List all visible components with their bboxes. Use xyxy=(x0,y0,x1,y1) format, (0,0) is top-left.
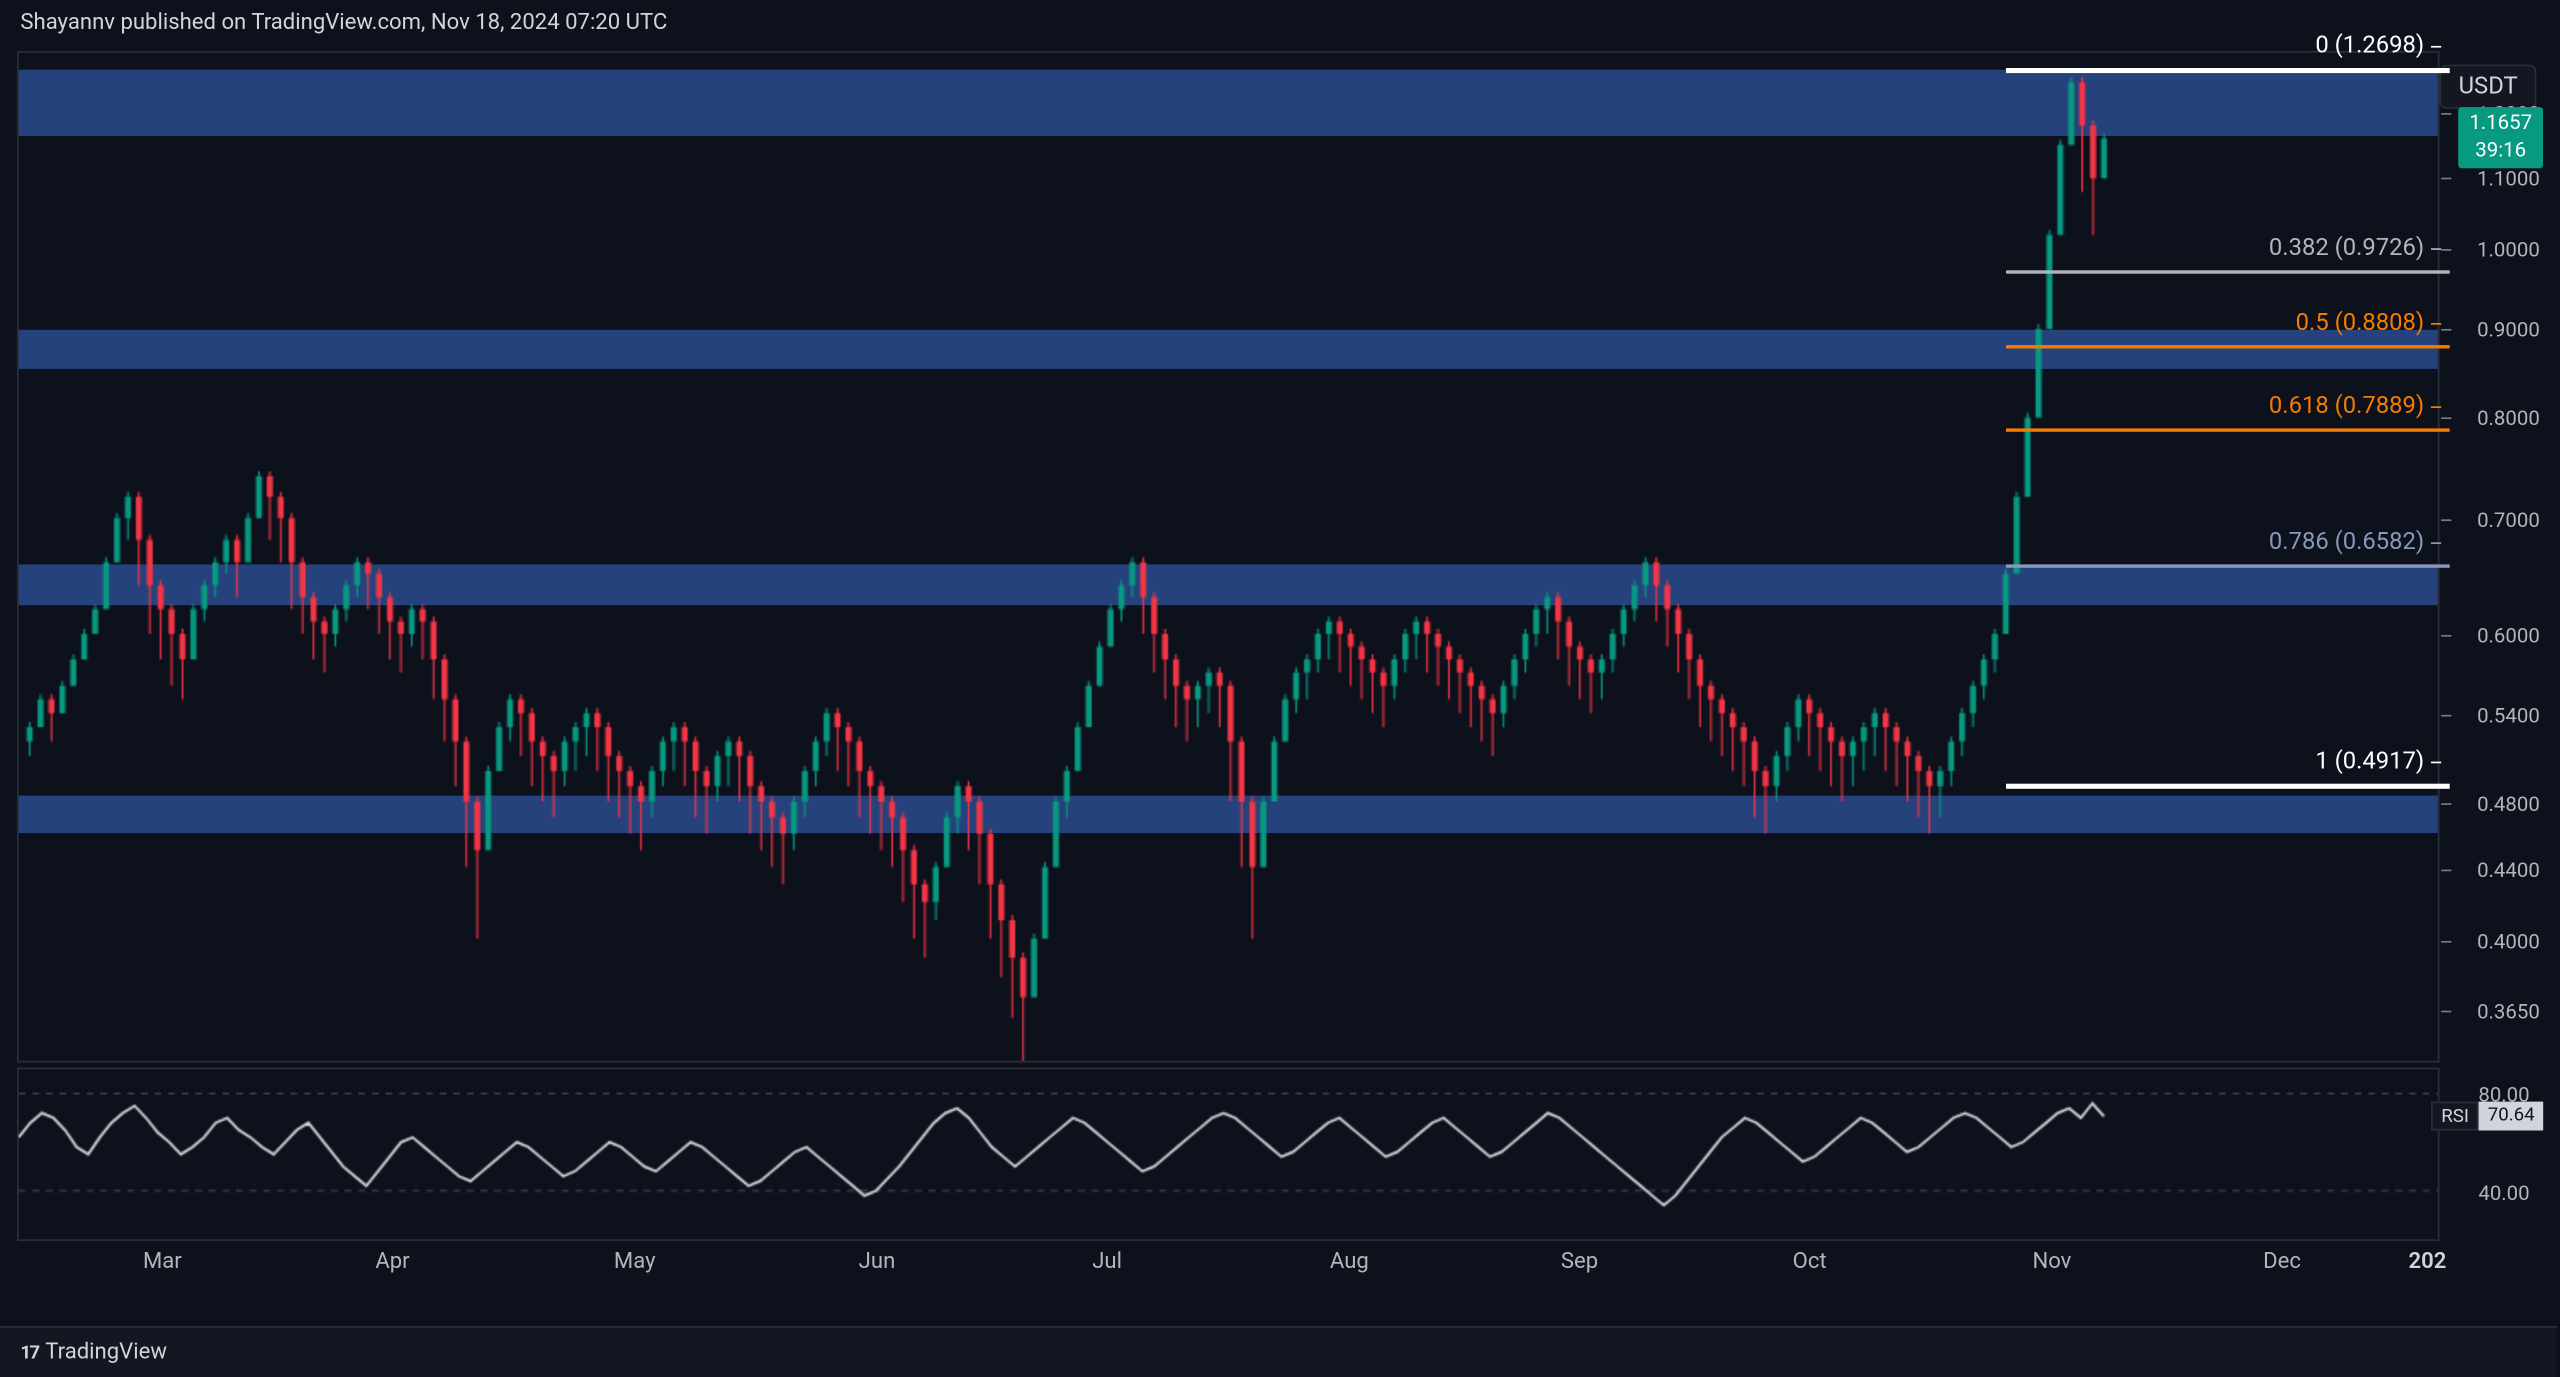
x-tick: Dec xyxy=(2263,1250,2301,1276)
rsi-value: 70.64 xyxy=(2479,1102,2543,1131)
rsi-panel[interactable]: 80.00 40.00 RSI 70.64 xyxy=(17,1068,2440,1241)
y-tick: 0.9000 xyxy=(2477,318,2540,342)
fib-label: 1 (0.4917) xyxy=(2315,749,2441,776)
fib-label: 0 (1.2698) xyxy=(2315,33,2441,60)
rsi-canvas xyxy=(19,1069,2438,1239)
y-tick: 0.5400 xyxy=(2477,703,2540,727)
fib-label: 0.5 (0.8808) xyxy=(2296,309,2442,336)
y-tick: 1.1000 xyxy=(2477,167,2540,191)
time-axis: MarAprMayJunJulAugSepOctNovDec202 xyxy=(17,1250,2440,1284)
fib-line xyxy=(2005,68,2450,73)
y-tick: 0.4400 xyxy=(2477,858,2540,882)
y-tick: 0.8000 xyxy=(2477,407,2540,431)
y-tick: 0.3650 xyxy=(2477,999,2540,1023)
fib-line xyxy=(2005,345,2450,348)
price-chart[interactable]: 0 (1.2698)0.382 (0.9726)0.5 (0.8808)0.61… xyxy=(17,51,2440,1063)
x-tick: Mar xyxy=(143,1250,182,1276)
rsi-label: RSI xyxy=(2431,1102,2479,1131)
fib-label: 0.382 (0.9726) xyxy=(2269,234,2441,261)
y-tick: 1.0000 xyxy=(2477,239,2540,263)
rsi-axis: 80.00 40.00 xyxy=(2446,1069,2540,1239)
x-tick: Jul xyxy=(1092,1250,1122,1276)
fib-line xyxy=(2005,564,2450,567)
x-tick: Sep xyxy=(1561,1250,1598,1276)
x-tick: May xyxy=(614,1250,656,1276)
x-tick-year: 202 xyxy=(2408,1250,2446,1276)
x-tick: Nov xyxy=(2032,1250,2071,1276)
rsi-oversold-tick: 40.00 xyxy=(2478,1181,2529,1205)
brand-name: TradingView xyxy=(45,1340,167,1366)
y-tick: 0.7000 xyxy=(2477,508,2540,532)
footer: 17 TradingView xyxy=(0,1326,2557,1377)
y-tick: 0.4800 xyxy=(2477,792,2540,816)
fib-line xyxy=(2005,783,2450,788)
price-value: 1.1657 xyxy=(2468,111,2533,138)
candlestick-canvas xyxy=(19,53,2438,1061)
x-tick: Oct xyxy=(1793,1250,1827,1276)
publisher-info: Shayannv published on TradingView.com, N… xyxy=(20,10,667,36)
fib-label: 0.786 (0.6582) xyxy=(2269,529,2441,556)
countdown: 39:16 xyxy=(2468,138,2533,165)
current-price-badge: 1.1657 39:16 xyxy=(2458,108,2543,168)
y-tick: 0.6000 xyxy=(2477,624,2540,648)
price-axis: 1.20001.10001.00000.90000.80000.70000.60… xyxy=(2446,53,2540,1061)
x-tick: Jun xyxy=(859,1250,896,1276)
x-tick: Apr xyxy=(375,1250,409,1276)
rsi-value-badge: RSI 70.64 xyxy=(2431,1102,2543,1131)
fib-label: 0.618 (0.7889) xyxy=(2269,392,2441,419)
x-tick: Aug xyxy=(1330,1250,1369,1276)
fib-line xyxy=(2005,270,2450,273)
y-tick: 0.4000 xyxy=(2477,930,2540,954)
fib-line xyxy=(2005,428,2450,431)
tradingview-logo-icon: 17 xyxy=(20,1341,38,1363)
